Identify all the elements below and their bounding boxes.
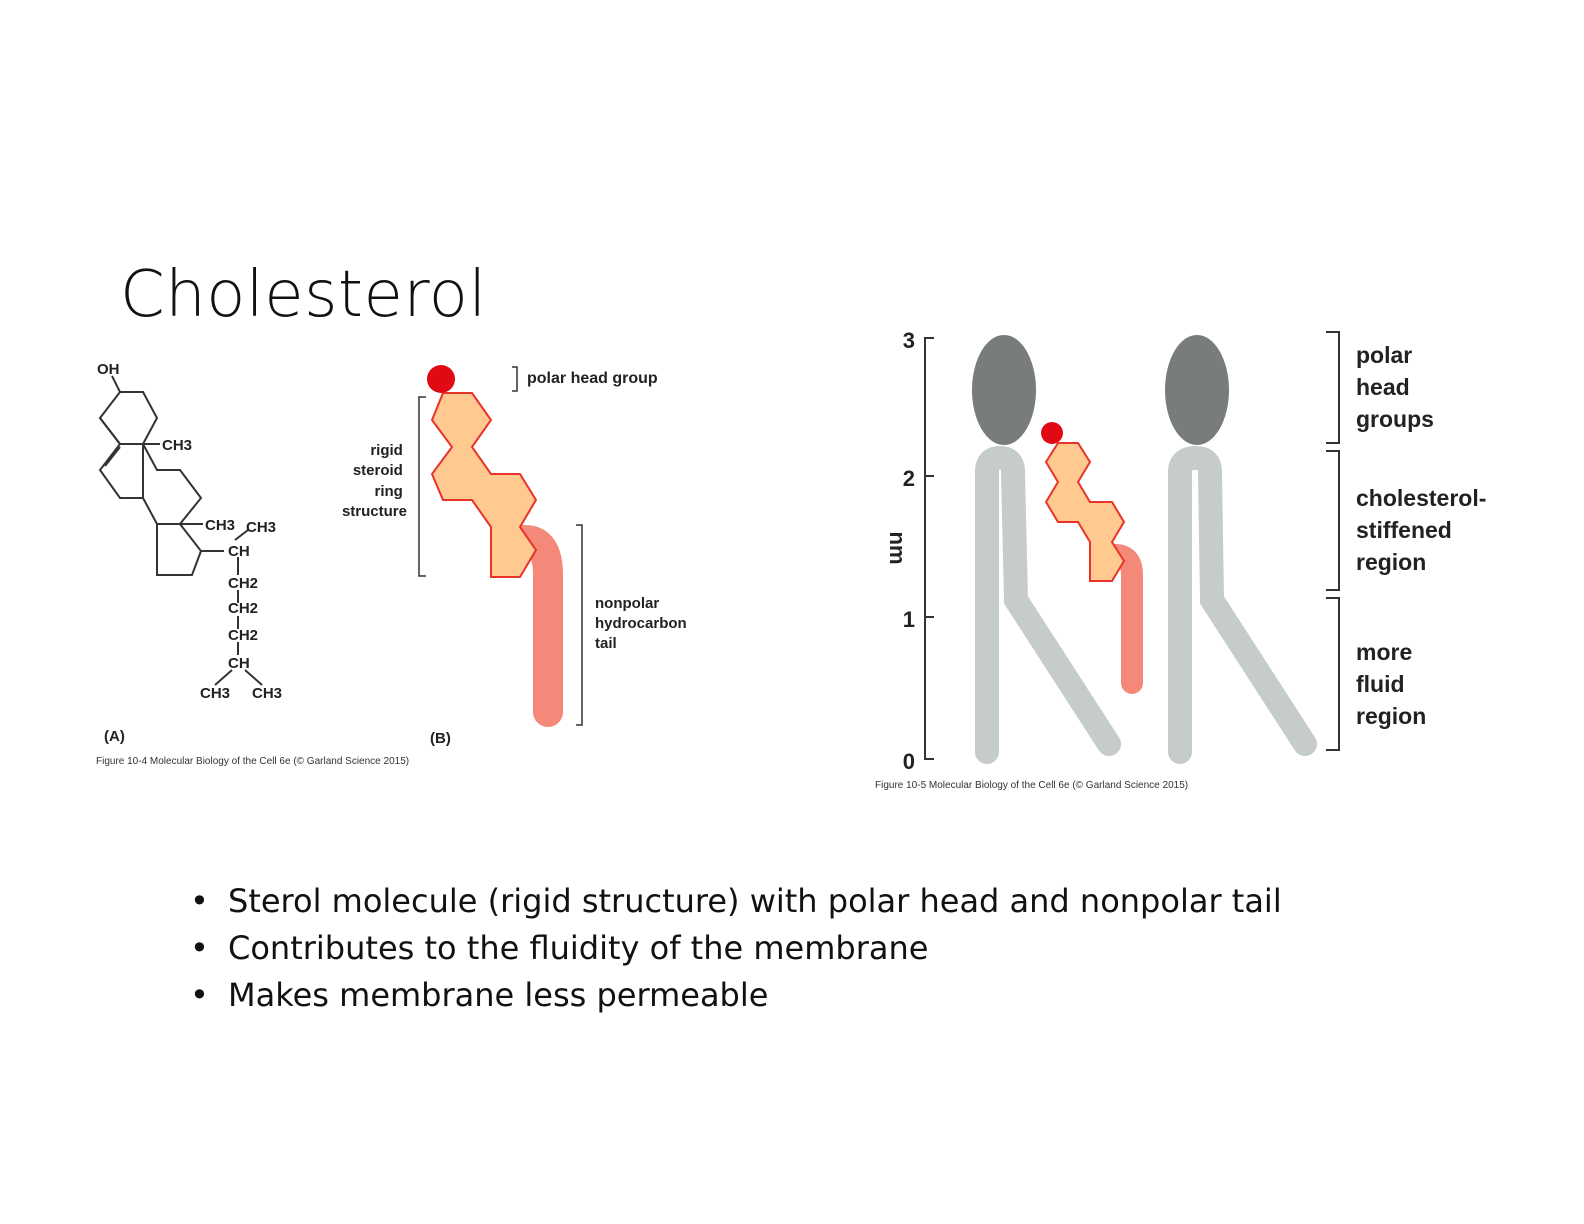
oh-label: OH bbox=[97, 361, 120, 378]
lipid-left-head bbox=[972, 335, 1036, 445]
nonpolar-tail bbox=[510, 525, 563, 727]
axis-label-nm: nm bbox=[885, 532, 910, 565]
figure1-brackets bbox=[418, 366, 583, 726]
bullet-item: Sterol molecule (rigid structure) with p… bbox=[190, 878, 1282, 925]
ch-2-label: CH bbox=[228, 655, 250, 672]
slide-title: Cholesterol bbox=[120, 258, 487, 332]
region-stiff-label: cholesterol- stiffened region bbox=[1356, 485, 1493, 575]
lipid-right bbox=[1168, 445, 1317, 764]
region-brackets bbox=[1326, 331, 1340, 751]
ch-1-label: CH bbox=[228, 543, 250, 560]
lipid-left bbox=[975, 445, 1121, 764]
region-fluid-label: more fluid region bbox=[1356, 639, 1426, 729]
cholesterol-rings bbox=[1044, 442, 1126, 582]
rigid-label: rigid steroid ring structure bbox=[342, 442, 407, 520]
tail-label: nonpolar hydrocarbon tail bbox=[595, 595, 691, 652]
figure2-caption: Figure 10-5 Molecular Biology of the Cel… bbox=[875, 780, 1188, 791]
bullet-list: Sterol molecule (rigid structure) with p… bbox=[190, 878, 1282, 1019]
ch3-a-label: CH3 bbox=[205, 517, 235, 534]
figure-cholesterol-structure: OH CH3 CH3 CH3 CH CH2 CH2 CH2 CH CH3 CH3… bbox=[96, 361, 691, 767]
nm-axis bbox=[924, 337, 934, 760]
bullet-item: Makes membrane less permeable bbox=[190, 972, 1282, 1019]
panel-b-label: (B) bbox=[430, 730, 451, 747]
bullet-item: Contributes to the fluidity of the membr… bbox=[190, 925, 1282, 972]
ch3-d-label: CH3 bbox=[252, 685, 282, 702]
ch3-c-label: CH3 bbox=[200, 685, 230, 702]
ch3-ring-label: CH3 bbox=[162, 437, 192, 454]
ch2-1-label: CH2 bbox=[228, 575, 258, 592]
polar-head-dot bbox=[427, 365, 455, 393]
tick-0: 0 bbox=[903, 749, 915, 774]
cholesterol-tail bbox=[1104, 544, 1143, 694]
polar-head-label: polar head group bbox=[527, 370, 658, 387]
tick-2: 2 bbox=[903, 466, 915, 491]
skeletal-formula bbox=[98, 375, 263, 686]
figure1-caption: Figure 10-4 Molecular Biology of the Cel… bbox=[96, 756, 409, 767]
lipid-right-head bbox=[1165, 335, 1229, 445]
ch3-b-label: CH3 bbox=[246, 519, 276, 536]
steroid-ring-shape bbox=[430, 392, 538, 578]
ch2-3-label: CH2 bbox=[228, 627, 258, 644]
tick-3: 3 bbox=[903, 328, 915, 353]
panel-a-label: (A) bbox=[104, 728, 125, 745]
ch2-2-label: CH2 bbox=[228, 600, 258, 617]
figure-membrane: 3 2 1 0 nm polar head groups cholesterol… bbox=[875, 328, 1493, 791]
region-polar-label: polar head groups bbox=[1356, 342, 1434, 432]
cholesterol-head-dot bbox=[1041, 422, 1063, 444]
tick-1: 1 bbox=[903, 607, 915, 632]
